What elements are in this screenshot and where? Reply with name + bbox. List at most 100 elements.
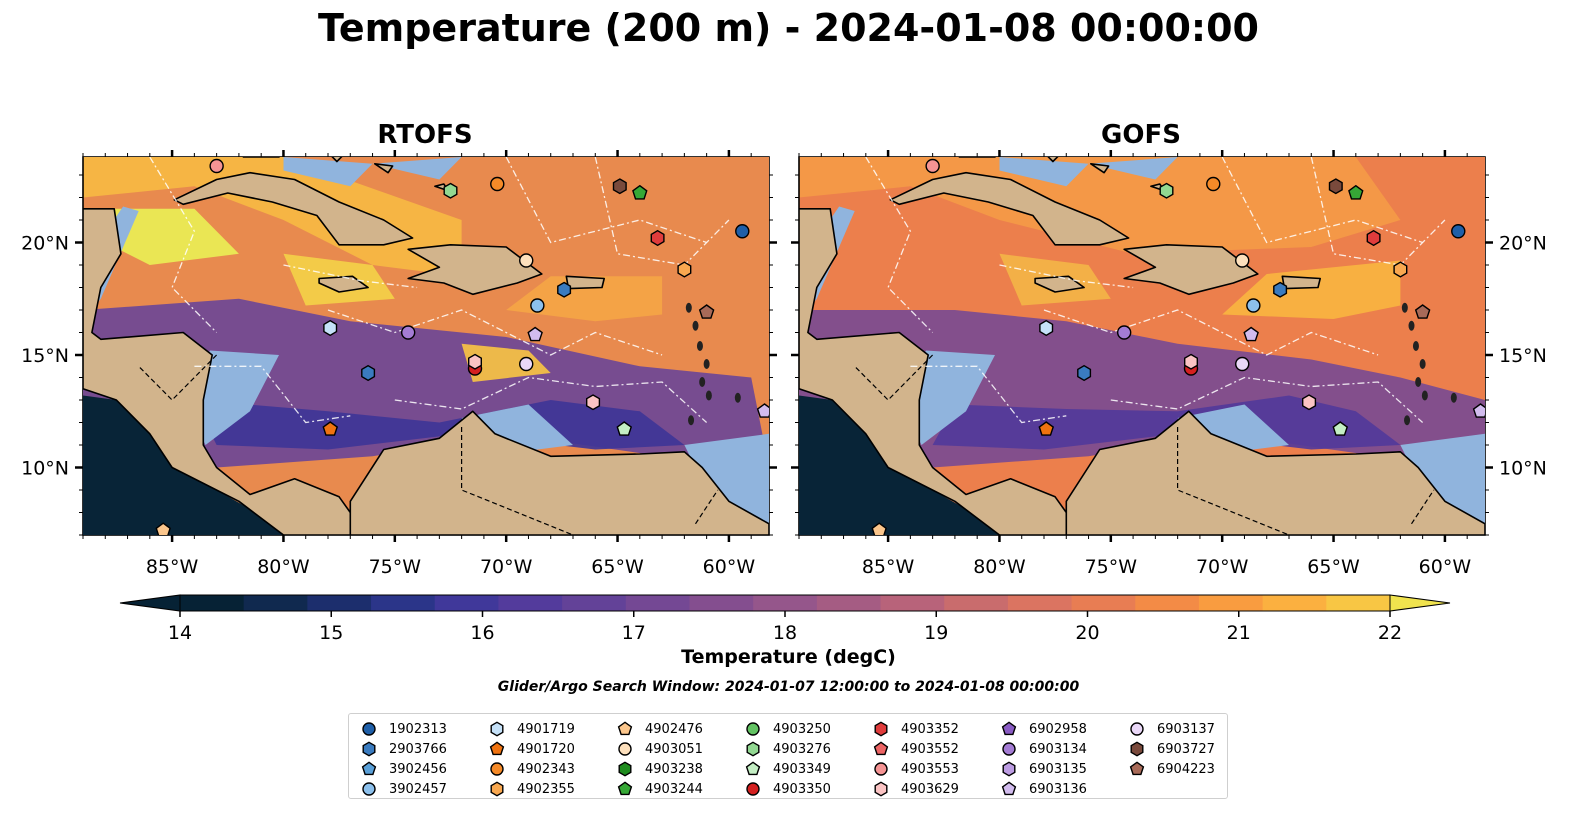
legend-entry: 4903350 xyxy=(743,779,871,799)
legend-marker-4903552 xyxy=(873,741,889,756)
legend-label: 1902313 xyxy=(389,721,447,737)
landmass xyxy=(1047,157,1059,163)
float-marker-4902355 xyxy=(677,261,692,278)
y-tick-label: 20°N xyxy=(1499,233,1547,255)
legend-entry: 4903244 xyxy=(615,779,743,799)
legend-marker-4902343 xyxy=(490,762,504,776)
float-legend: 1902313 2903766 3902456 3902457 4901719 49017… xyxy=(348,713,1228,799)
colorbar-tick-label: 18 xyxy=(773,622,797,644)
legend-entry: 4903238 xyxy=(615,759,743,779)
colorbar-segment xyxy=(625,595,690,611)
legend-marker-6902958 xyxy=(1001,721,1017,736)
colorbar: 14 15 16 17 18 19 20 21 22 xyxy=(119,594,1451,644)
legend-label: 4903629 xyxy=(901,781,959,797)
pentagon-marker-icon xyxy=(489,741,505,756)
legend-marker-6903727 xyxy=(1130,741,1144,757)
legend-label: 6903137 xyxy=(1157,721,1215,737)
colorbar-segment xyxy=(1326,595,1391,611)
float-marker-6903137 xyxy=(1235,356,1250,372)
legend-entry: 6903136 xyxy=(999,779,1127,799)
legend-label: 6903134 xyxy=(1029,741,1087,757)
legend-label: 6903727 xyxy=(1157,741,1215,757)
pentagon-marker-icon xyxy=(617,721,633,736)
float-marker-1902313 xyxy=(1451,224,1466,239)
float-marker-6903136 xyxy=(527,326,543,342)
circle-marker-icon xyxy=(1002,742,1016,756)
float-marker-2903766 xyxy=(557,281,572,298)
legend-marker-4903276 xyxy=(746,741,760,757)
colorbar-segment xyxy=(816,595,882,611)
float-marker-4903349 xyxy=(616,421,633,436)
legend-label: 3902456 xyxy=(389,761,447,777)
landmass xyxy=(565,275,606,290)
legend-marker-4903350 xyxy=(746,782,760,796)
hexagon-marker-icon xyxy=(490,781,504,797)
legend-entry: 6903727 xyxy=(1127,739,1255,759)
search-window-text: Glider/Argo Search Window: 2024-01-07 12… xyxy=(497,679,1080,695)
colorbar-segment xyxy=(1198,595,1264,611)
float-marker-6903137 xyxy=(519,356,534,372)
float-marker-6903134 xyxy=(1116,325,1132,340)
landmass xyxy=(318,275,369,293)
x-tick-label: 85°W xyxy=(146,556,199,578)
float-marker-4903276 xyxy=(443,182,458,199)
float-marker-4902476 xyxy=(155,522,171,535)
circle-marker-icon xyxy=(618,742,632,756)
circle-marker-icon xyxy=(746,782,760,796)
figure-title: Temperature (200 m) - 2024-01-08 00:00:0… xyxy=(317,6,1259,50)
legend-label: 6903136 xyxy=(1029,781,1087,797)
legend-marker-4903553 xyxy=(874,762,888,776)
landmass xyxy=(1065,410,1485,535)
colorbar-segment xyxy=(944,595,1009,611)
legend-marker-6903134 xyxy=(1002,742,1016,756)
float-marker-4903244 xyxy=(1348,184,1364,200)
float-marker-6903727 xyxy=(612,178,627,195)
x-tick-label: 85°W xyxy=(862,556,915,578)
colorbar-label: Temperature (degC) xyxy=(681,646,896,668)
hexagon-marker-icon xyxy=(490,721,504,737)
hexagon-marker-icon xyxy=(874,721,888,737)
hexagon-marker-icon xyxy=(874,781,888,797)
legend-entry: 6903134 xyxy=(999,739,1127,759)
legend-label: 4903238 xyxy=(645,761,703,777)
legend-marker-4901719 xyxy=(490,721,504,737)
hexagon-marker-icon xyxy=(362,741,376,757)
legend-marker-4902355 xyxy=(490,781,504,797)
float-marker-4903352 xyxy=(1366,229,1381,247)
legend-entry: 4903276 xyxy=(743,739,871,759)
legend-label: 4903352 xyxy=(901,721,959,737)
legend-entry: 3902457 xyxy=(359,779,487,799)
colorbar-segment xyxy=(307,595,372,611)
float-marker-4903352 xyxy=(650,229,665,247)
legend-marker-3902456 xyxy=(361,761,377,776)
legend-marker-6903135 xyxy=(1002,761,1016,777)
legend-entry: 6904223 xyxy=(1127,759,1255,779)
circle-marker-icon xyxy=(362,722,376,736)
colorbar-segment xyxy=(689,595,754,611)
float-marker-6904223 xyxy=(1414,304,1431,319)
circle-marker-icon xyxy=(746,722,760,736)
legend-entry: 4903552 xyxy=(871,739,999,759)
legend-label: 6903135 xyxy=(1029,761,1087,777)
landmass xyxy=(1281,275,1322,290)
legend-label: 4902476 xyxy=(645,721,703,737)
colorbar-tick-label: 14 xyxy=(168,622,192,644)
landmass xyxy=(1123,244,1259,296)
float-marker-2903766 xyxy=(1273,281,1288,298)
float-marker-4901719 xyxy=(1039,319,1054,337)
colorbar-segment xyxy=(1071,595,1136,611)
circle-marker-icon xyxy=(874,762,888,776)
colorbar-extend-min xyxy=(119,594,181,612)
legend-label: 6902958 xyxy=(1029,721,1087,737)
colorbar-segment xyxy=(180,595,245,611)
legend-entry: 1902313 xyxy=(359,719,487,739)
colorbar-tick-label: 16 xyxy=(470,622,494,644)
colorbar-segment xyxy=(562,595,627,611)
legend-label: 4902343 xyxy=(517,761,575,777)
x-tick-label: 70°W xyxy=(480,556,533,578)
map-rtofs: 85°W 80°W 75°W 70°W 65°W 60°W 20°N 15°N 10°N xyxy=(21,150,777,578)
float-marker-1902313 xyxy=(735,224,750,239)
landmass xyxy=(889,171,1130,246)
landmass xyxy=(349,410,769,535)
landmass xyxy=(83,157,352,535)
